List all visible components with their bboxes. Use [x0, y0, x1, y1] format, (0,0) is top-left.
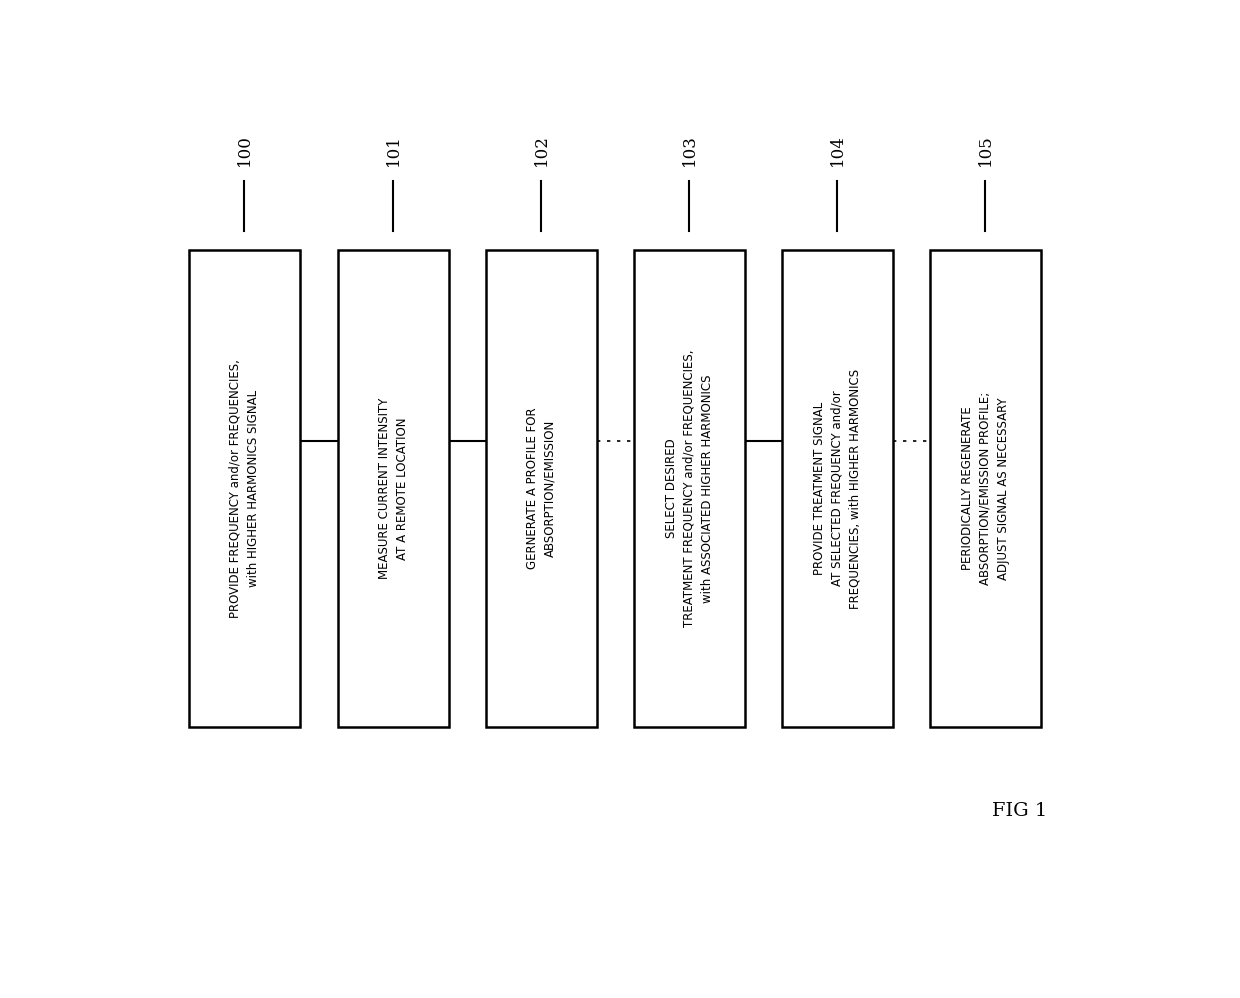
Text: 102: 102	[533, 134, 549, 166]
Text: FIG 1: FIG 1	[992, 802, 1048, 820]
FancyBboxPatch shape	[782, 250, 893, 727]
Text: PROVIDE FREQUENCY and/or FREQUENCIES,
with HIGHER HARMONICS SIGNAL: PROVIDE FREQUENCY and/or FREQUENCIES, wi…	[229, 359, 260, 618]
FancyBboxPatch shape	[486, 250, 596, 727]
Text: SELECT DESIRED
TREATMENT FREQUENCY and/or FREQUENCIES,
with ASSOCIATED HIGHER HA: SELECT DESIRED TREATMENT FREQUENCY and/o…	[665, 350, 714, 628]
Text: 103: 103	[681, 134, 698, 166]
FancyBboxPatch shape	[190, 250, 300, 727]
Text: 100: 100	[236, 134, 253, 166]
Text: PERIODICALLY REGENERATE
ABSORPTION/EMISSION PROFILE;
ADJUST SIGNAL AS NECESSARY: PERIODICALLY REGENERATE ABSORPTION/EMISS…	[961, 392, 1009, 585]
Text: 101: 101	[384, 134, 402, 166]
FancyBboxPatch shape	[930, 250, 1040, 727]
FancyBboxPatch shape	[634, 250, 744, 727]
Text: PROVIDE TREATMENT SIGNAL
AT SELECTED FREQUENCY and/or
FREQUENCIES, with HIGHER H: PROVIDE TREATMENT SIGNAL AT SELECTED FRE…	[812, 368, 862, 609]
Text: 105: 105	[977, 134, 993, 166]
Text: 104: 104	[828, 134, 846, 166]
Text: MEASURE CURRENT INTENSITY
AT A REMOTE LOCATION: MEASURE CURRENT INTENSITY AT A REMOTE LO…	[378, 398, 409, 579]
Text: GERNERATE A PROFILE FOR
ABSORPTION/EMISSION: GERNERATE A PROFILE FOR ABSORPTION/EMISS…	[526, 408, 557, 570]
FancyBboxPatch shape	[339, 250, 449, 727]
